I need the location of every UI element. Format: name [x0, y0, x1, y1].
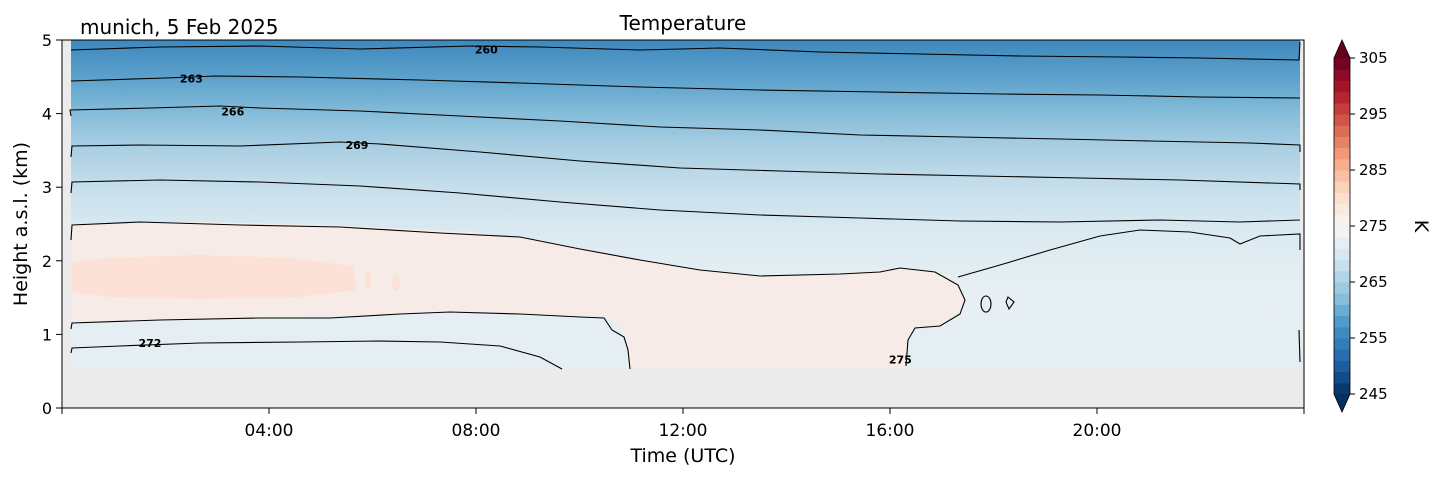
colorbar-tick-label: 285 [1359, 161, 1388, 179]
x-tick-label: 12:00 [659, 421, 708, 441]
colorbar-segment [1334, 237, 1350, 249]
chart-subtitle: munich, 5 Feb 2025 [80, 15, 279, 39]
colorbar-segment [1334, 69, 1350, 81]
colorbar-segment [1334, 371, 1350, 384]
contour-closed-small [1005, 296, 1015, 311]
y-tick-label: 3 [42, 178, 52, 197]
warm-cell [392, 275, 400, 291]
colorbar-segment [1334, 102, 1350, 115]
colorbar-segment [1334, 58, 1350, 70]
contour-label: 269 [345, 139, 368, 152]
contour-263 [70, 75, 1301, 99]
contour-272-mid [70, 311, 631, 370]
x-tick-label: 20:00 [1073, 421, 1122, 441]
colorbar-segment [1334, 147, 1350, 160]
contour-272-lower [70, 340, 563, 370]
x-tick-label: 16:00 [866, 421, 915, 441]
colorbar-tick-label: 245 [1359, 385, 1388, 403]
contour-right-edge [1298, 329, 1301, 363]
x-tick-label: 04:00 [245, 421, 294, 441]
colorbar: 245 255 265 275 285 295 305 [1333, 39, 1388, 413]
contour-label: 260 [475, 44, 498, 57]
contour-label: 275 [889, 353, 912, 366]
colorbar-tick-label: 265 [1359, 273, 1388, 291]
y-axis: 0 1 2 3 4 5 [42, 31, 62, 418]
colorbar-segment [1334, 170, 1350, 182]
colorbar-segment [1334, 125, 1350, 137]
colorbar-segment [1334, 214, 1350, 227]
contour-272-right [957, 229, 1301, 278]
colorbar-label: K [1410, 220, 1429, 233]
contour-label: 272 [138, 337, 161, 350]
chart-title: Temperature [619, 11, 747, 35]
colorbar-segment [1334, 181, 1350, 193]
warm-cell [365, 271, 371, 289]
y-tick-label: 4 [42, 105, 52, 124]
contour-270-5 [70, 179, 1301, 223]
y-axis-label: Height a.s.l. (km) [10, 142, 32, 306]
x-axis-label: Time (UTC) [629, 445, 735, 467]
y-tick-label: 2 [42, 252, 52, 271]
colorbar-tick-label: 305 [1359, 49, 1388, 67]
contour-260 [70, 41, 1301, 61]
y-tick-label: 0 [42, 399, 52, 418]
contour-269 [70, 141, 1301, 190]
colorbar-segment [1334, 158, 1350, 171]
plot-area: 260 263 266 269 272 275 [62, 40, 1304, 408]
colorbar-segment [1334, 293, 1350, 305]
colorbar-segment [1334, 304, 1350, 317]
colorbar-extend-min [1334, 394, 1350, 412]
contour-label: 263 [180, 72, 203, 85]
colorbar-segment [1334, 114, 1350, 126]
y-tick-label: 5 [42, 31, 52, 50]
colorbar-segment [1334, 80, 1350, 93]
colorbar-tick-label: 295 [1359, 105, 1388, 123]
colorbar-tick-label: 255 [1359, 329, 1388, 347]
colorbar-segment [1334, 282, 1350, 294]
contour-272-upper [70, 221, 966, 367]
warmest-band [72, 255, 356, 299]
colorbar-segment [1334, 349, 1350, 361]
x-axis: 04:00 08:00 12:00 16:00 20:00 [61, 408, 1305, 441]
x-tick-label: 08:00 [452, 421, 501, 441]
colorbar-segment [1334, 91, 1350, 104]
colorbar-segment [1334, 360, 1350, 373]
colorbar-segment [1334, 192, 1350, 205]
colorbar-segment [1334, 136, 1350, 149]
contour-closed-small [980, 295, 992, 313]
colorbar-segment [1334, 203, 1350, 216]
colorbar-segment [1334, 338, 1350, 350]
colorbar-segment [1334, 248, 1350, 261]
y-tick-label: 1 [42, 325, 52, 344]
colorbar-segment [1334, 382, 1350, 395]
colorbar-segment [1334, 270, 1350, 283]
contour-label: 266 [221, 105, 244, 118]
colorbar-tick-label: 275 [1359, 217, 1388, 235]
colorbar-segment [1334, 259, 1350, 272]
colorbar-segment [1334, 226, 1350, 238]
contour-266 [69, 105, 1301, 152]
colorbar-extend-max [1334, 40, 1350, 58]
colorbar-segment [1334, 315, 1350, 328]
colorbar-segment [1334, 326, 1350, 339]
